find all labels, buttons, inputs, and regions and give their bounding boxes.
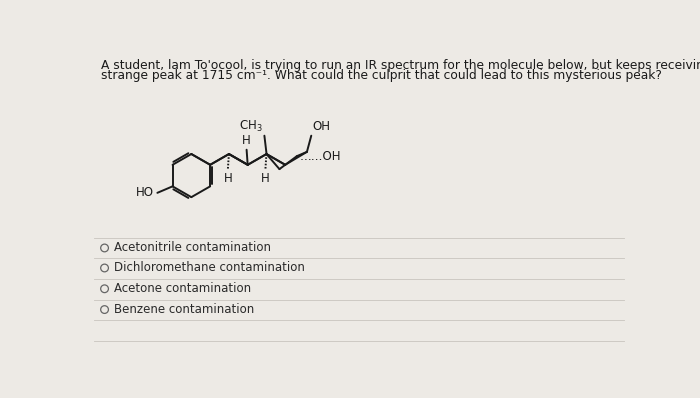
Text: A student, lam To'ocool, is trying to run an IR spectrum for the molecule below,: A student, lam To'ocool, is trying to ru… [102,59,700,72]
Text: Dichloromethane contamination: Dichloromethane contamination [114,261,304,275]
Text: H: H [242,135,251,147]
Text: H: H [223,172,232,185]
Text: Benzene contamination: Benzene contamination [114,303,254,316]
Text: Acetonitrile contamination: Acetonitrile contamination [114,242,271,254]
Text: OH: OH [313,120,331,133]
Text: ……OH: ……OH [300,150,342,163]
Text: CH$_3$: CH$_3$ [239,119,262,134]
Text: HO: HO [136,186,154,199]
Text: strange peak at 1715 cm⁻¹. What could the culprit that could lead to this myster: strange peak at 1715 cm⁻¹. What could th… [102,69,662,82]
Text: Acetone contamination: Acetone contamination [114,282,251,295]
Text: H: H [261,172,270,185]
